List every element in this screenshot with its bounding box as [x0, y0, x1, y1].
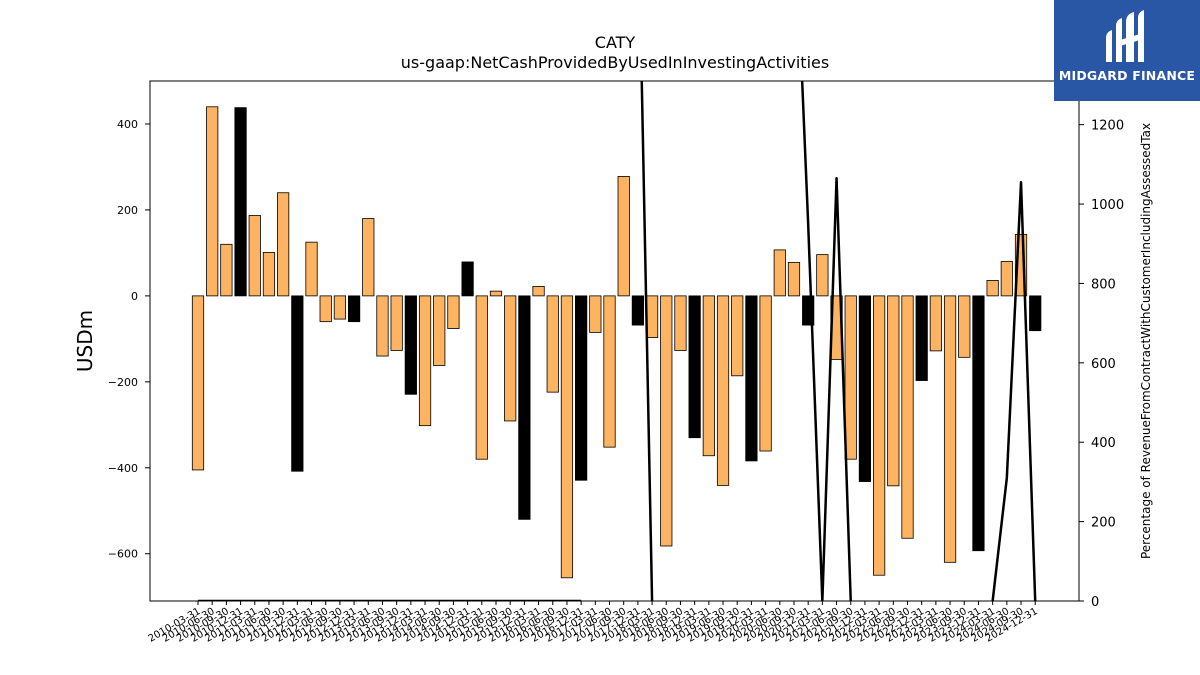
- bar: [418, 295, 432, 427]
- y2-tick-label: 0: [1091, 595, 1099, 610]
- y-tick-label: −400: [108, 462, 138, 475]
- bar: [702, 295, 715, 457]
- bar: [347, 295, 361, 323]
- line-series-segment: [640, 81, 654, 601]
- bar: [191, 295, 205, 471]
- y2-tick-label: 800: [1091, 277, 1116, 292]
- bar: [333, 295, 347, 320]
- chart-title: CATY: [595, 33, 636, 52]
- bar: [447, 295, 460, 329]
- line-group: [198, 81, 1037, 601]
- bar: [645, 295, 659, 338]
- bar: [589, 295, 602, 333]
- bar: [362, 218, 375, 297]
- y2-tick-label: 400: [1091, 436, 1116, 451]
- bar: [575, 295, 588, 481]
- bar: [787, 261, 801, 297]
- y-tick-label: −600: [108, 548, 138, 561]
- chart-subtitle: us-gaap:NetCashProvidedByUsedInInvesting…: [401, 53, 829, 72]
- bar: [532, 286, 545, 297]
- y-tick-label: 0: [131, 290, 138, 303]
- brand-name: MIDGARD FINANCE: [1058, 68, 1196, 83]
- bar: [262, 252, 276, 297]
- bar: [901, 295, 914, 539]
- y2-tick-label: 1200: [1091, 119, 1124, 134]
- bar: [745, 295, 758, 462]
- bar: [603, 295, 616, 448]
- bar: [1000, 261, 1013, 297]
- bar: [915, 295, 928, 381]
- bar: [660, 295, 673, 547]
- bar: [220, 243, 233, 297]
- bar: [1014, 234, 1028, 297]
- y-axis-right: 0 200 400 600 800 1000 1200: [1079, 119, 1124, 610]
- bar: [1029, 295, 1042, 332]
- bar: [759, 295, 772, 452]
- y2-tick-label: 600: [1091, 357, 1116, 372]
- bar: [929, 295, 942, 352]
- y-tick-label: 400: [117, 118, 138, 131]
- bar: [972, 295, 985, 552]
- y-tick-label: 200: [117, 204, 138, 217]
- bar: [802, 295, 815, 326]
- x-axis: 2010-03-312010-06-302010-09-302010-12-31…: [147, 601, 1040, 645]
- bar: [887, 295, 900, 487]
- bar: [617, 175, 630, 297]
- bar: [518, 295, 531, 520]
- bar: [248, 215, 261, 297]
- bar: [943, 295, 957, 563]
- bar: [475, 295, 488, 460]
- bar: [560, 295, 574, 579]
- bar: [873, 295, 886, 576]
- bar: [716, 295, 730, 486]
- plot-frame: [149, 80, 1080, 602]
- y-axis-label: USDm: [73, 310, 97, 372]
- bar: [844, 295, 857, 460]
- bar: [404, 295, 417, 395]
- bar: [773, 249, 786, 297]
- bar: [489, 290, 503, 297]
- bars-group: [191, 106, 1042, 579]
- bar: [816, 254, 829, 297]
- bar: [305, 241, 318, 297]
- bar: [504, 295, 517, 422]
- bar: [986, 279, 999, 297]
- midgard-logo-icon: [1106, 10, 1144, 62]
- y-tick-label: −200: [108, 376, 138, 389]
- bar: [277, 192, 290, 297]
- line-series-segment: [800, 81, 852, 601]
- bar: [291, 295, 304, 472]
- brand-logo: MIDGARD FINANCE: [1054, 0, 1200, 101]
- bar: [319, 295, 332, 323]
- line-series-segment: [991, 180, 1037, 601]
- y2-axis-label: Percentage of RevenueFromContractWithCus…: [1139, 123, 1153, 559]
- bar: [461, 261, 474, 297]
- bar: [731, 295, 744, 377]
- bar: [206, 106, 219, 297]
- bar: [631, 295, 644, 326]
- bar: [390, 295, 403, 351]
- bar: [688, 295, 701, 439]
- bar: [376, 295, 389, 357]
- y-axis-left: −600 −400 −200 0 200 400: [108, 118, 150, 561]
- y2-tick-label: 1000: [1091, 198, 1124, 213]
- bar: [674, 295, 687, 351]
- y2-tick-label: 200: [1091, 516, 1116, 531]
- bar: [234, 107, 247, 297]
- bar: [546, 295, 559, 393]
- bar: [958, 295, 971, 358]
- bar: [858, 295, 872, 482]
- bar: [433, 295, 446, 366]
